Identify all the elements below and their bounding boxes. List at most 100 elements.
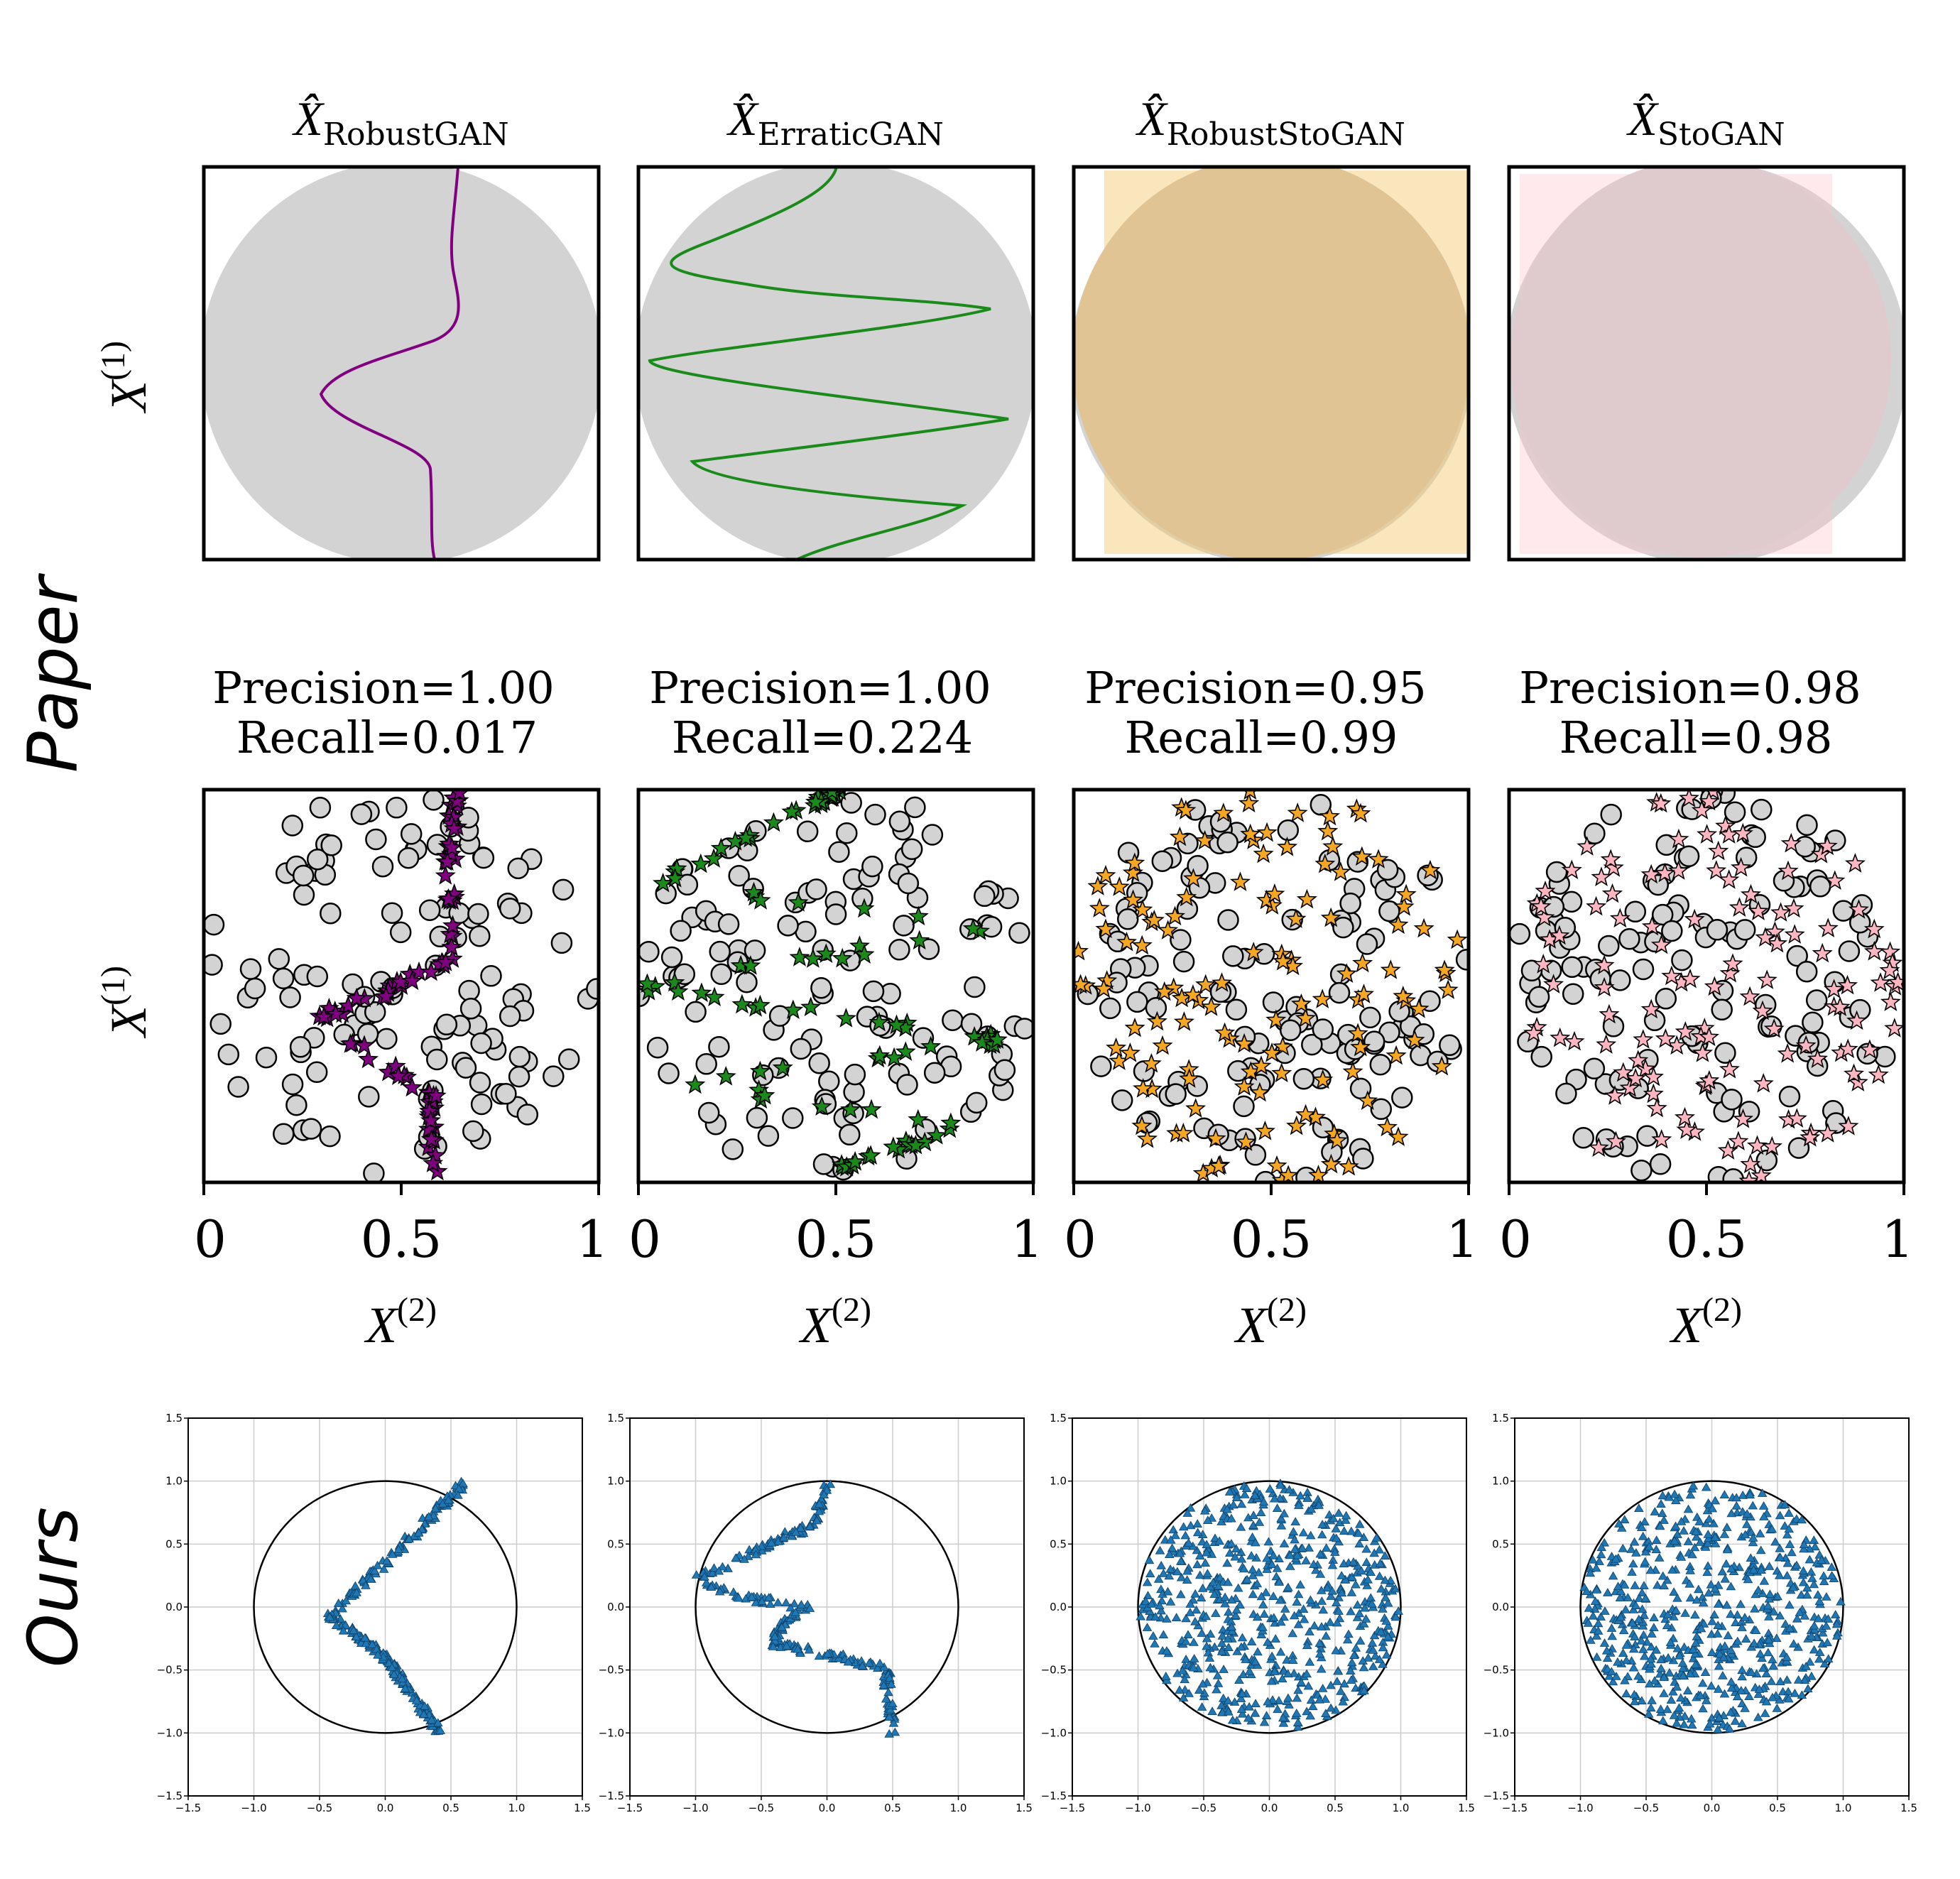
generated-sample-triangle	[1185, 1608, 1195, 1616]
real-sample-point	[1244, 1144, 1267, 1166]
generated-sample-triangle	[1226, 1622, 1236, 1631]
generated-sample-triangle	[1317, 1622, 1327, 1630]
real-sample-point	[418, 899, 441, 921]
generated-sample-triangle	[1803, 1684, 1813, 1693]
generated-sample-star	[1213, 802, 1234, 822]
generated-sample-star	[435, 865, 456, 885]
generated-sample-star	[1179, 1068, 1200, 1088]
generated-sample-triangle	[1621, 1640, 1632, 1649]
generated-sample-triangle	[1186, 1520, 1196, 1530]
generated-sample-star	[1694, 1018, 1715, 1037]
generated-sample-triangle	[1765, 1589, 1775, 1598]
generated-sample-star	[926, 1125, 947, 1145]
generated-sample-triangle	[1142, 1577, 1153, 1586]
generated-sample-star	[1376, 1116, 1398, 1137]
generated-sample-triangle	[1236, 1499, 1247, 1508]
generated-sample-triangle	[1832, 1631, 1842, 1640]
generated-sample-triangle	[1158, 1630, 1169, 1639]
real-sample-point	[1630, 1159, 1653, 1182]
generated-sample-star	[1278, 1165, 1299, 1182]
generated-sample-star	[731, 993, 753, 1014]
real-sample-point	[1651, 903, 1674, 926]
generated-sample-triangle	[1272, 1563, 1283, 1572]
generated-sample-triangle	[1775, 1694, 1785, 1704]
generated-sample-triangle	[1285, 1550, 1295, 1559]
generated-sample-triangle	[1640, 1594, 1650, 1602]
generated-sample-triangle	[1695, 1691, 1706, 1699]
real-sample-point	[1671, 949, 1693, 971]
x-tick-label: −0.5	[1191, 1802, 1216, 1814]
generated-sample-triangle	[372, 1560, 383, 1569]
generated-sample-triangle	[1253, 1567, 1264, 1576]
panel-recall: Recall=0.017	[236, 712, 538, 763]
generated-sample-triangle	[1180, 1530, 1191, 1540]
generated-sample-star	[1116, 931, 1138, 952]
generated-sample-triangle	[1695, 1537, 1705, 1546]
generated-sample-triangle	[1190, 1616, 1200, 1625]
generated-sample-star	[443, 817, 464, 838]
generated-sample-triangle	[1785, 1623, 1795, 1633]
generated-sample-star	[1322, 836, 1344, 856]
generated-sample-triangle	[1637, 1523, 1647, 1531]
generated-sample-star	[1133, 1078, 1154, 1098]
generated-sample-star	[1229, 871, 1251, 891]
generated-sample-triangle	[1692, 1632, 1702, 1640]
generated-sample-triangle	[1201, 1611, 1212, 1621]
generated-sample-triangle	[1616, 1612, 1626, 1621]
generated-sample-triangle	[1706, 1629, 1716, 1638]
generated-sample-triangle	[701, 1578, 712, 1586]
generated-sample-triangle	[1726, 1683, 1737, 1692]
generated-sample-triangle	[1242, 1574, 1252, 1584]
generated-sample-triangle	[1775, 1570, 1785, 1579]
generated-sample-triangle	[1283, 1669, 1293, 1678]
generated-sample-star	[844, 1150, 866, 1171]
real-sample-point	[896, 1074, 918, 1096]
generated-sample-triangle	[857, 1661, 868, 1670]
x-tick-label: −1.5	[1502, 1802, 1528, 1814]
generated-sample-triangle	[1230, 1552, 1240, 1561]
generated-sample-star	[1740, 883, 1761, 904]
generated-sample-star	[1413, 917, 1434, 938]
y-tick-label: −0.5	[157, 1664, 183, 1677]
generated-sample-triangle	[1679, 1526, 1689, 1535]
real-sample-point	[824, 903, 847, 925]
generated-sample-triangle	[1326, 1591, 1336, 1600]
real-sample-point	[685, 1001, 707, 1023]
generated-sample-triangle	[1665, 1638, 1676, 1646]
generated-sample-triangle	[1696, 1623, 1706, 1633]
generated-sample-triangle	[1212, 1684, 1221, 1694]
generated-sample-triangle	[1804, 1544, 1814, 1553]
generated-sample-star	[1420, 859, 1441, 880]
real-sample-point	[777, 915, 799, 937]
real-sample-point	[1312, 1018, 1334, 1040]
generated-sample-star	[1635, 1058, 1656, 1078]
generated-sample-triangle	[1821, 1621, 1831, 1630]
panel-precision: Precision=0.98	[1519, 662, 1861, 714]
x-tick-label: −1.0	[682, 1802, 708, 1814]
y-tick-label: 0.0	[165, 1601, 183, 1613]
generated-sample-triangle	[1195, 1551, 1205, 1559]
generated-sample-star	[1751, 1165, 1772, 1182]
generated-sample-triangle	[1768, 1655, 1777, 1664]
generated-sample-triangle	[1640, 1557, 1650, 1566]
generated-sample-triangle	[790, 1608, 800, 1616]
generated-sample-star	[1087, 876, 1109, 895]
generated-sample-triangle	[789, 1598, 800, 1608]
generated-sample-triangle	[1694, 1584, 1704, 1594]
generated-sample-star	[1314, 853, 1336, 873]
generated-sample-triangle	[1634, 1594, 1644, 1602]
generated-sample-triangle	[766, 1599, 775, 1608]
scatter-panel-erraticgan	[638, 790, 1033, 1181]
generated-sample-triangle	[333, 1598, 344, 1607]
generated-sample-triangle	[1204, 1653, 1215, 1662]
generated-sample-triangle	[1836, 1596, 1846, 1606]
generated-sample-star	[420, 1128, 442, 1149]
generated-sample-star	[1185, 1098, 1207, 1118]
generated-sample-triangle	[1390, 1584, 1400, 1593]
generated-sample-triangle	[1645, 1565, 1655, 1574]
generated-sample-triangle	[1244, 1666, 1255, 1675]
real-sample-point	[1165, 1083, 1187, 1105]
generated-sample-triangle	[1172, 1567, 1182, 1576]
generated-sample-triangle	[1688, 1653, 1699, 1662]
generated-sample-star	[1601, 883, 1623, 903]
